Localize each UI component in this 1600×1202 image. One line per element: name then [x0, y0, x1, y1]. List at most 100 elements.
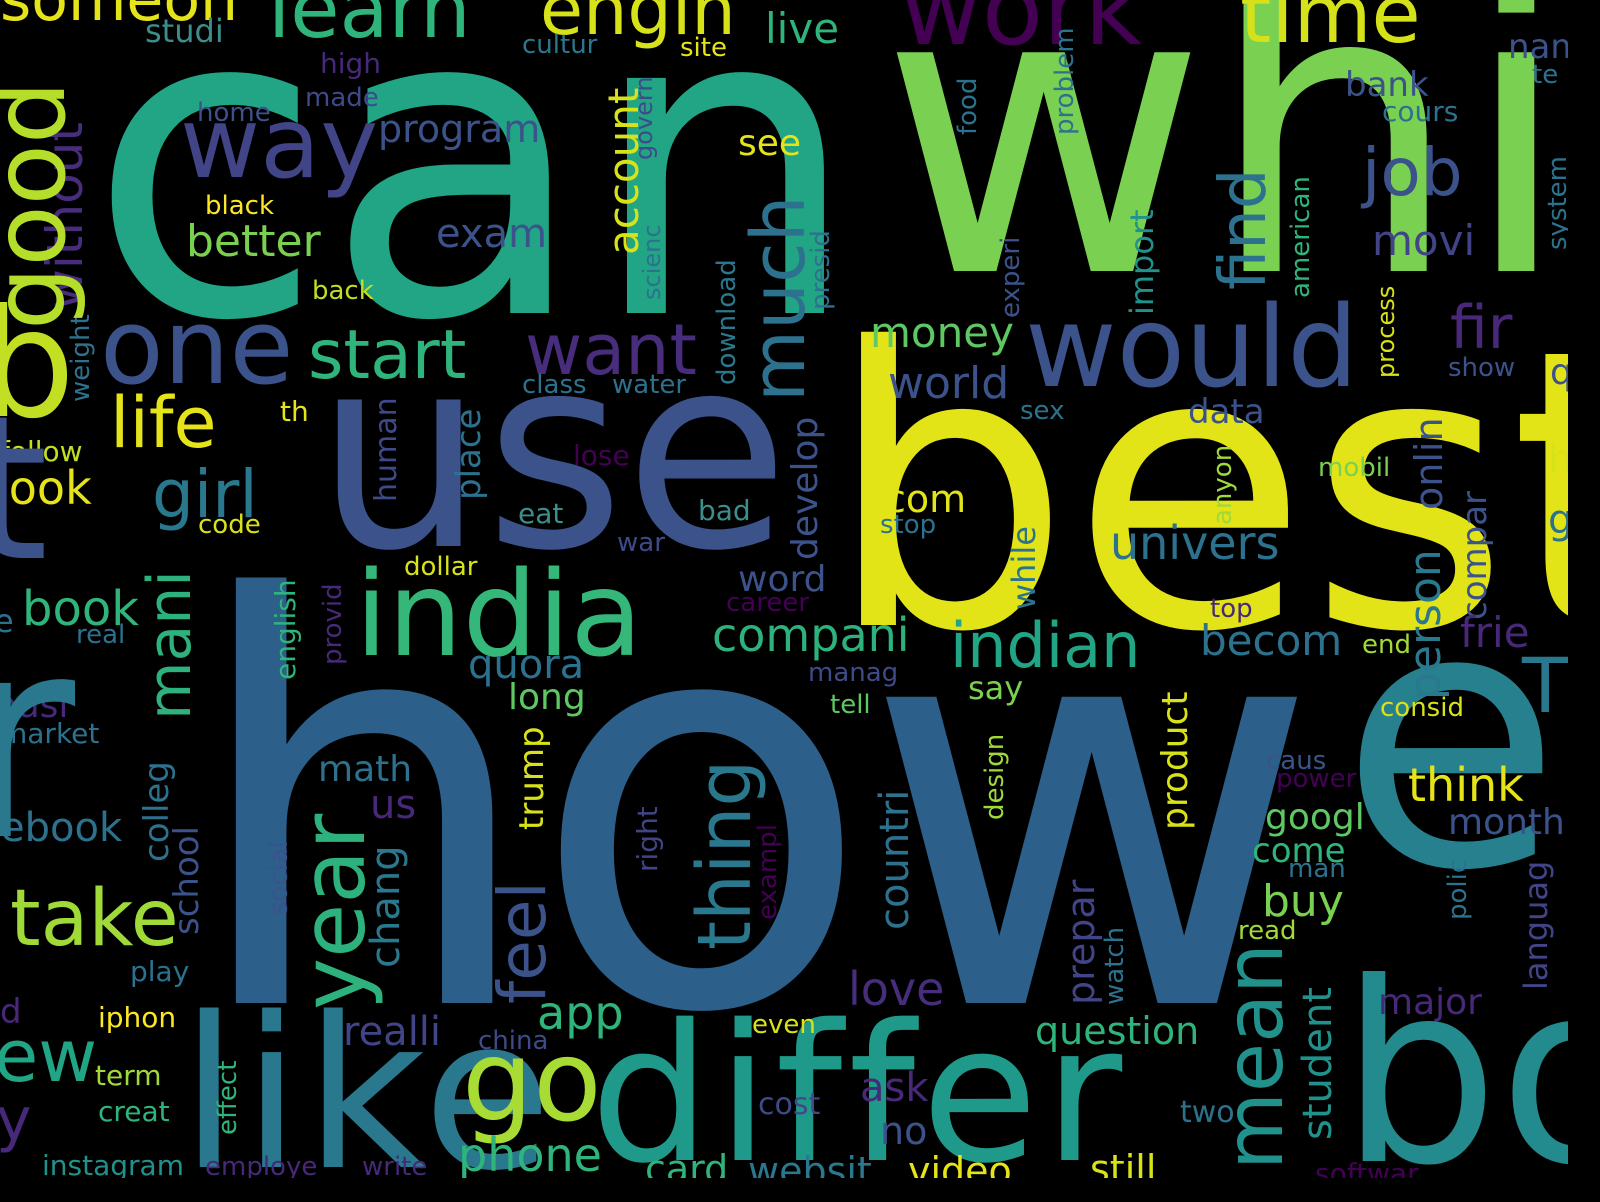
word-would: would	[1025, 283, 1359, 413]
word-job: job	[1362, 134, 1463, 211]
word-system: system	[1543, 156, 1568, 250]
word-made: made	[305, 83, 379, 113]
word-video: video	[908, 1149, 1012, 1178]
word-site: site	[680, 33, 727, 63]
word-univers: univers	[1110, 516, 1280, 570]
word-learn: learn	[268, 0, 471, 56]
word-come: come	[1252, 831, 1346, 871]
word-presid: presid	[806, 230, 836, 310]
word-sex: sex	[1020, 396, 1065, 426]
word-while: while	[1005, 526, 1043, 610]
word-black: black	[205, 191, 275, 221]
word-want: want	[525, 309, 697, 391]
word-compar: compar	[1455, 490, 1495, 620]
word-download: download	[712, 259, 742, 385]
word-whi: whi	[880, 0, 1568, 366]
word-ew: ew	[0, 1014, 98, 1098]
word-say: say	[968, 669, 1024, 707]
word-term: term	[95, 1059, 162, 1092]
word-code: code	[198, 510, 261, 540]
word-write: write	[362, 1152, 428, 1178]
word-instagram: instagram	[42, 1149, 184, 1179]
word-even: even	[752, 1010, 816, 1040]
word-r: r	[0, 577, 76, 903]
word-e: e	[0, 602, 14, 640]
word-two: two	[1180, 1095, 1235, 1130]
word-cloud: can whi best use how et bo differ like i…	[0, 0, 1568, 1178]
word-ebook: ebook	[0, 805, 123, 851]
word-design: design	[980, 733, 1010, 820]
word-googl: googl	[1265, 797, 1365, 838]
word-mean: mean	[1208, 943, 1301, 1170]
word-someon: someon	[0, 0, 239, 35]
word-softwar: softwar	[1315, 1157, 1419, 1179]
word-us: us	[370, 782, 417, 828]
word-find: find	[1207, 168, 1281, 291]
word-better: better	[186, 216, 321, 267]
word-career: career	[726, 588, 810, 618]
word-mani: mani	[135, 570, 205, 720]
word-word: word	[738, 559, 827, 600]
word-problem: problem	[1050, 27, 1080, 135]
word-exam: exam	[436, 211, 548, 257]
word-et: et	[1340, 530, 1568, 949]
word-watch: watch	[1100, 926, 1130, 1005]
word-nam: nam	[1508, 27, 1568, 67]
word-exampl: exampl	[753, 824, 783, 920]
word-data: data	[1188, 392, 1265, 432]
word-work: work	[900, 0, 1142, 68]
word-d: d	[0, 992, 22, 1032]
word-time: time	[1240, 0, 1421, 61]
word-experi: experi	[996, 236, 1026, 318]
word-end: end	[1362, 630, 1411, 660]
word-cultur: cultur	[522, 30, 598, 60]
word-h: h	[1548, 437, 1568, 483]
word-q: q	[1550, 352, 1568, 393]
word-prepar: prepar	[1059, 879, 1103, 1005]
word-love: love	[848, 962, 945, 1016]
word-indian: indian	[950, 609, 1141, 682]
word-student: student	[1295, 987, 1341, 1140]
word-caus: caus	[1266, 746, 1327, 776]
word-bad: bad	[698, 494, 751, 527]
word-govern: govern	[630, 76, 658, 160]
word-becom: becom	[1200, 616, 1343, 665]
word-best: best	[826, 268, 1568, 717]
word-mobil: mobil	[1318, 453, 1391, 483]
word-th: th	[280, 395, 309, 428]
word-no: no	[880, 1109, 928, 1153]
word-social: social	[264, 840, 294, 915]
word-app: app	[537, 986, 624, 1040]
word-live: live	[765, 4, 840, 53]
word-g: g	[1548, 497, 1568, 543]
word-india: india	[355, 545, 643, 683]
word-start: start	[308, 316, 467, 395]
word-world: world	[888, 358, 1010, 409]
word-frie: frie	[1460, 608, 1530, 657]
word-anyon: anyon	[1208, 444, 1238, 525]
word-differ: differ	[590, 984, 1129, 1179]
word-trump: trump	[512, 726, 552, 830]
word-ask: ask	[860, 1065, 929, 1111]
word-like: like	[180, 972, 557, 1179]
word-effect: effect	[213, 1060, 243, 1135]
word-polic: polic	[1443, 858, 1473, 920]
word-think: think	[1408, 758, 1524, 812]
word-go: go	[462, 1017, 602, 1147]
word-use: use	[315, 298, 790, 610]
word-see: see	[738, 123, 802, 164]
word-china: china	[478, 1026, 549, 1056]
word-provid: provid	[318, 583, 348, 665]
word-life: life	[110, 382, 217, 464]
word-program: program	[378, 107, 541, 151]
word-top: top	[1210, 594, 1253, 624]
word-human: human	[369, 397, 404, 502]
word-english: english	[269, 579, 302, 680]
word-person: person	[1400, 549, 1451, 700]
word-countri: countri	[872, 789, 918, 930]
word-te: te	[1532, 60, 1559, 90]
word-languag: languag	[1517, 860, 1555, 990]
word-class: class	[522, 370, 587, 400]
word-cost: cost	[758, 1087, 821, 1122]
word-war: war	[617, 528, 665, 558]
